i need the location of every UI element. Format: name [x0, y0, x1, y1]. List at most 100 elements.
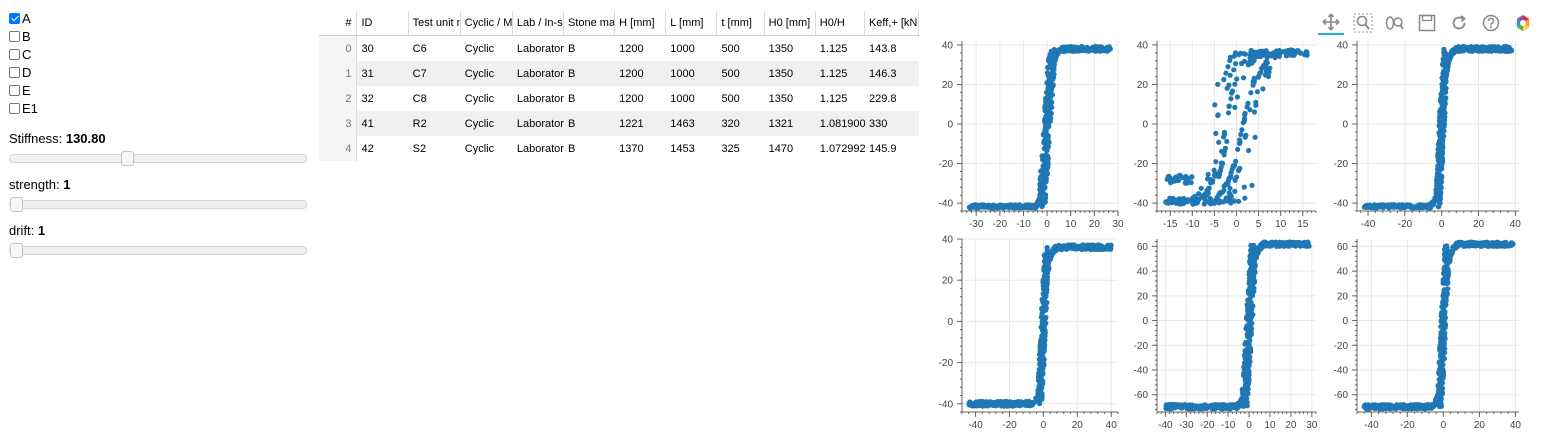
table-cell[interactable]: C6 [412, 42, 427, 55]
table-cell[interactable]: 1.081900 [819, 117, 865, 130]
scatter-plot[interactable]: -40 -20 0 20 40 -40 -20 0 20 40 [1334, 40, 1522, 230]
column-header[interactable]: Cyclic / M [461, 11, 513, 35]
reset-icon[interactable] [1446, 11, 1472, 35]
help-icon[interactable] [1478, 11, 1504, 35]
table-cell[interactable]: 1350 [768, 42, 794, 55]
table-cell[interactable]: B [568, 67, 576, 80]
checkbox[interactable] [9, 84, 20, 96]
table-row[interactable]: 2 32 C8 Cyclic Laborator B 1200 1000 500 1350 1.12… [319, 86, 919, 111]
table-cell[interactable]: 1221 [619, 117, 644, 130]
table-cell[interactable]: 42 [361, 142, 374, 155]
table-cell[interactable]: 1470 [768, 142, 794, 155]
table-cell[interactable]: 145.9 [868, 142, 897, 155]
table-cell[interactable]: 1200 [619, 92, 644, 105]
table-cell[interactable]: Laborator [516, 117, 564, 130]
column-header[interactable]: H0/H [816, 11, 865, 35]
table-cell[interactable]: 30 [361, 42, 374, 55]
table-cell[interactable]: Cyclic [464, 117, 495, 130]
table-cell[interactable]: 1.125 [819, 67, 848, 80]
scatter-plot[interactable]: -30 -20 -10 0 10 20 30 -40 -20 0 20 40 [939, 40, 1124, 230]
table-cell[interactable]: 1321 [768, 117, 794, 130]
checkbox-option[interactable]: A [9, 9, 311, 27]
table-cell[interactable]: S2 [412, 142, 427, 155]
column-header[interactable]: t [mm] [717, 11, 765, 35]
table-cell[interactable]: Laborator [516, 142, 564, 155]
checkbox[interactable] [9, 48, 20, 60]
table-cell[interactable]: C8 [412, 92, 427, 105]
table-cell[interactable]: 1350 [768, 67, 794, 80]
scatter-plot[interactable]: -40 -30 -20 -10 0 10 20 30 -60 -40 -20 0 20 40 60 [1134, 239, 1318, 431]
table-cell[interactable]: 500 [721, 42, 740, 55]
scatter-plot[interactable]: -40 -20 0 20 40 -60 -40 -20 0 20 40 60 [1334, 239, 1522, 431]
checkbox-option[interactable]: D [9, 63, 311, 81]
slider-track[interactable] [9, 151, 307, 166]
table-cell[interactable]: 229.8 [868, 92, 897, 105]
table-cell[interactable]: 1370 [619, 142, 644, 155]
table-cell[interactable]: Laborator [516, 92, 564, 105]
table-cell[interactable]: 500 [721, 92, 740, 105]
table-cell[interactable]: 31 [361, 67, 374, 80]
scatter-plot[interactable]: -40 -20 0 20 40 -40 -20 0 20 40 [939, 235, 1119, 432]
table-cell[interactable]: B [568, 142, 576, 155]
slider-handle[interactable] [10, 243, 23, 258]
checkbox-option[interactable]: B [9, 27, 311, 45]
table-cell[interactable]: 1.072992 [819, 142, 865, 155]
table-cell[interactable]: 320 [721, 117, 740, 130]
checkbox-option[interactable]: C [9, 45, 311, 63]
table-row[interactable]: 3 41 R2 Cyclic Laborator B 1221 1463 320 1321 1.08… [319, 111, 919, 136]
table-cell[interactable]: C7 [412, 67, 427, 80]
table-cell[interactable]: Cyclic [464, 142, 495, 155]
bokeh-logo-icon[interactable] [1510, 11, 1536, 35]
checkbox[interactable] [9, 30, 20, 42]
table-cell[interactable]: R2 [412, 117, 427, 130]
table-cell[interactable]: Cyclic [464, 92, 495, 105]
table-cell[interactable]: Cyclic [464, 42, 495, 55]
table-cell[interactable]: 1.125 [819, 92, 848, 105]
table-cell[interactable]: 143.8 [868, 42, 897, 55]
table-cell[interactable]: 1.125 [819, 42, 848, 55]
table-cell[interactable]: 1200 [619, 42, 644, 55]
table-cell[interactable]: 500 [721, 67, 740, 80]
table-cell[interactable]: B [568, 42, 576, 55]
table-cell[interactable]: Cyclic [464, 67, 495, 80]
table-cell[interactable]: 330 [868, 117, 888, 130]
checkbox[interactable] [9, 102, 20, 114]
save-icon[interactable] [1414, 11, 1440, 35]
table-cell[interactable]: Laborator [516, 67, 564, 80]
table-cell[interactable]: 1463 [670, 117, 695, 130]
slider-handle[interactable] [10, 197, 23, 212]
table-row[interactable]: 4 42 S2 Cyclic Laborator B 1370 1453 325 1470 1.07… [319, 136, 919, 161]
column-header[interactable]: Test unit n [409, 11, 461, 35]
checkbox[interactable] [9, 66, 20, 78]
table-cell[interactable]: 1000 [670, 67, 695, 80]
slider-handle[interactable] [121, 151, 135, 166]
table-cell[interactable]: 1000 [670, 92, 695, 105]
column-header[interactable]: L [mm] [666, 11, 718, 35]
table-cell[interactable]: B [568, 117, 576, 130]
table-cell[interactable]: 325 [721, 142, 740, 155]
table-cell[interactable]: 32 [361, 92, 374, 105]
table-cell[interactable]: 1453 [670, 142, 695, 155]
table-cell[interactable]: 1200 [619, 67, 644, 80]
slider-track[interactable] [9, 197, 307, 212]
table-cell[interactable]: 1000 [670, 42, 695, 55]
checkbox-option[interactable]: E1 [9, 99, 311, 117]
column-header[interactable]: Lab / In-s [513, 11, 564, 35]
table-cell[interactable]: Laborator [516, 42, 564, 55]
column-header[interactable]: Stone ma [564, 11, 616, 35]
pan-icon[interactable] [1318, 11, 1344, 35]
checkbox-option[interactable]: E [9, 81, 311, 99]
table-row[interactable]: 1 31 C7 Cyclic Laborator B 1200 1000 500 1350 1.12… [319, 61, 919, 86]
slider-track[interactable] [9, 243, 307, 258]
column-header[interactable]: H0 [mm] [765, 11, 816, 35]
table-cell[interactable]: B [568, 92, 576, 105]
box-zoom-icon[interactable] [1350, 11, 1376, 35]
table-row[interactable]: 0 30 C6 Cyclic Laborator B 1200 1000 500 1350 1.12… [319, 36, 919, 61]
wheel-zoom-icon[interactable] [1382, 11, 1408, 35]
column-header[interactable]: Keff,+ [kN [865, 11, 920, 35]
column-header[interactable]: ID [357, 11, 409, 35]
table-cell[interactable]: 41 [361, 117, 374, 130]
column-header[interactable]: H [mm] [615, 11, 667, 35]
scatter-plot[interactable]: -15 -10 -5 0 5 10 15 -40 -20 0 20 40 [1134, 40, 1317, 230]
table-cell[interactable]: 146.3 [868, 67, 897, 80]
